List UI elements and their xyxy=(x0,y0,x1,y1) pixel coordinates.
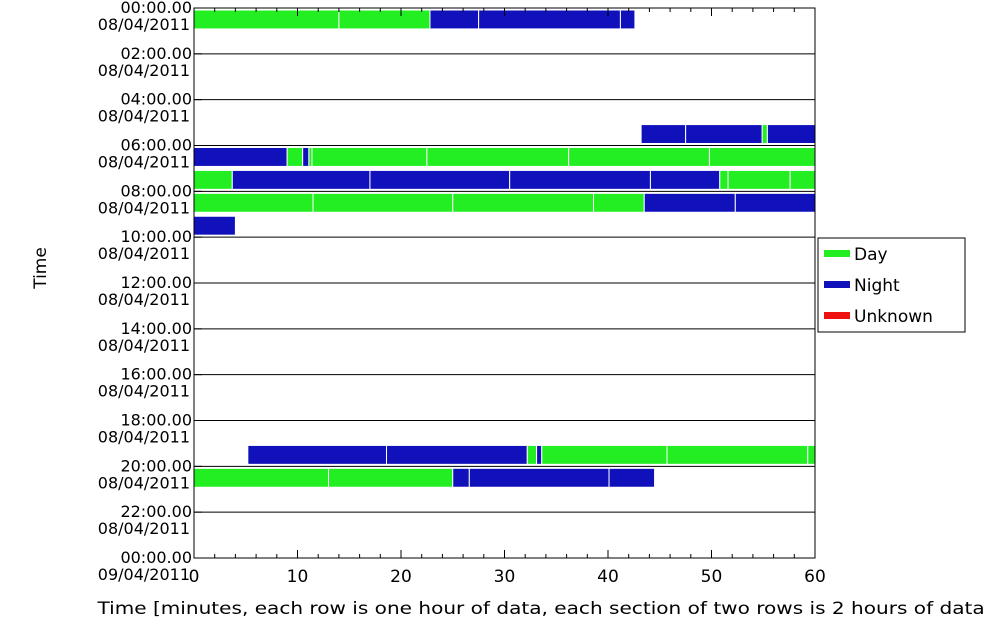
y-tick-date: 08/04/2011 xyxy=(98,382,190,401)
x-tick-label: 0 xyxy=(189,567,200,587)
bar-segment-night xyxy=(685,124,763,145)
bar-segment-day xyxy=(727,169,791,190)
bar-segment-night xyxy=(247,444,388,465)
bar-segment-day xyxy=(666,444,809,465)
bar-segment-day xyxy=(193,192,314,213)
y-tick-date: 08/04/2011 xyxy=(98,290,190,309)
y-tick-time: 10:00.00 xyxy=(120,227,192,246)
y-tick-time: 20:00.00 xyxy=(120,456,192,475)
legend-label-night: Night xyxy=(854,276,900,296)
bar-segment-night xyxy=(468,467,610,488)
bar-segment-day xyxy=(541,444,668,465)
bar-segment-night xyxy=(193,147,288,167)
bar-segment-day xyxy=(286,147,304,167)
bar-segment-day xyxy=(593,192,645,213)
y-axis-label: Time xyxy=(31,247,51,290)
x-tick-label: 10 xyxy=(287,567,309,587)
y-tick-date: 08/04/2011 xyxy=(98,336,190,355)
y-tick-time: 16:00.00 xyxy=(120,365,192,384)
bar-segment-day xyxy=(761,124,768,145)
y-tick-time: 00:00.00 xyxy=(120,548,192,567)
legend-swatch-unknown xyxy=(824,312,850,319)
y-tick-date: 08/04/2011 xyxy=(98,473,190,492)
bar-segment-day xyxy=(452,192,595,213)
bar-segment-night xyxy=(536,444,543,465)
y-tick-date: 08/04/2011 xyxy=(98,519,190,538)
bar-segment-day xyxy=(193,467,330,488)
y-tick-time: 14:00.00 xyxy=(120,319,192,338)
y-tick-date: 08/04/2011 xyxy=(98,428,190,447)
y-tick-time: 08:00.00 xyxy=(120,181,192,200)
y-tick-date: 09/04/2011 xyxy=(98,565,190,584)
bar-segment-night xyxy=(643,192,736,213)
legend: Day Night Unknown xyxy=(817,237,966,333)
bar-segment-night xyxy=(302,147,310,167)
bar-segment-day xyxy=(568,147,710,167)
y-tick-time: 18:00.00 xyxy=(120,411,192,430)
y-tick-labels: 00:00.0008/04/201102:00.0008/04/201104:0… xyxy=(98,0,202,584)
y-tick-time: 00:00.00 xyxy=(120,0,192,17)
x-tick-label: 60 xyxy=(804,567,826,587)
bar-segment-day xyxy=(193,169,233,190)
legend-label-day: Day xyxy=(854,245,888,265)
bar-segment-night xyxy=(193,215,236,236)
x-axis: 0 10 20 30 40 50 60 xyxy=(189,8,826,587)
legend-swatch-day xyxy=(824,250,850,257)
bar-segment-night xyxy=(608,467,656,488)
bar-segment-night xyxy=(509,169,651,190)
x-tick-label: 20 xyxy=(390,567,412,587)
bar-segment-night xyxy=(478,9,621,30)
y-tick-time: 22:00.00 xyxy=(120,502,192,521)
bar-segment-night xyxy=(386,444,528,465)
legend-swatch-night xyxy=(824,281,850,288)
y-tick-date: 08/04/2011 xyxy=(98,15,190,34)
bar-segment-night xyxy=(640,124,687,145)
bar-segment-night xyxy=(619,9,636,30)
bar-segment-night xyxy=(231,169,371,190)
y-tick-date: 08/04/2011 xyxy=(98,198,190,217)
y-tick-date: 08/04/2011 xyxy=(98,61,190,80)
bar-segment-day xyxy=(328,467,454,488)
bars-layer xyxy=(193,9,816,488)
bar-segment-day xyxy=(708,147,816,167)
bar-segment-night xyxy=(649,169,721,190)
bar-segment-day xyxy=(312,192,454,213)
x-tick-label: 30 xyxy=(494,567,516,587)
bar-segment-night xyxy=(369,169,511,190)
bar-segment-day xyxy=(338,9,431,30)
y-tick-time: 12:00.00 xyxy=(120,273,192,292)
bar-segment-night xyxy=(734,192,816,213)
y-tick-date: 08/04/2011 xyxy=(98,107,190,126)
bar-segment-day xyxy=(719,169,729,190)
bar-segment-day xyxy=(526,444,538,465)
bar-segment-night xyxy=(452,467,470,488)
bar-segment-day xyxy=(193,9,340,30)
bar-segment-day xyxy=(426,147,570,167)
bar-segment-day xyxy=(789,169,816,190)
y-tick-date: 08/04/2011 xyxy=(98,153,190,172)
y-tick-time: 02:00.00 xyxy=(120,44,192,63)
legend-label-unknown: Unknown xyxy=(854,307,933,327)
section-lines-layer xyxy=(194,53,815,513)
y-tick-date: 08/04/2011 xyxy=(98,244,190,263)
bar-segment-day xyxy=(807,444,816,465)
x-tick-label: 50 xyxy=(701,567,723,587)
x-axis-label: Time [minutes, each row is one hour of d… xyxy=(96,599,984,619)
bar-segment-day xyxy=(311,147,428,167)
bar-segment-night xyxy=(766,124,816,145)
y-tick-time: 04:00.00 xyxy=(120,90,192,109)
bar-segment-night xyxy=(429,9,480,30)
y-tick-time: 06:00.00 xyxy=(120,136,192,155)
x-tick-label: 40 xyxy=(597,567,619,587)
